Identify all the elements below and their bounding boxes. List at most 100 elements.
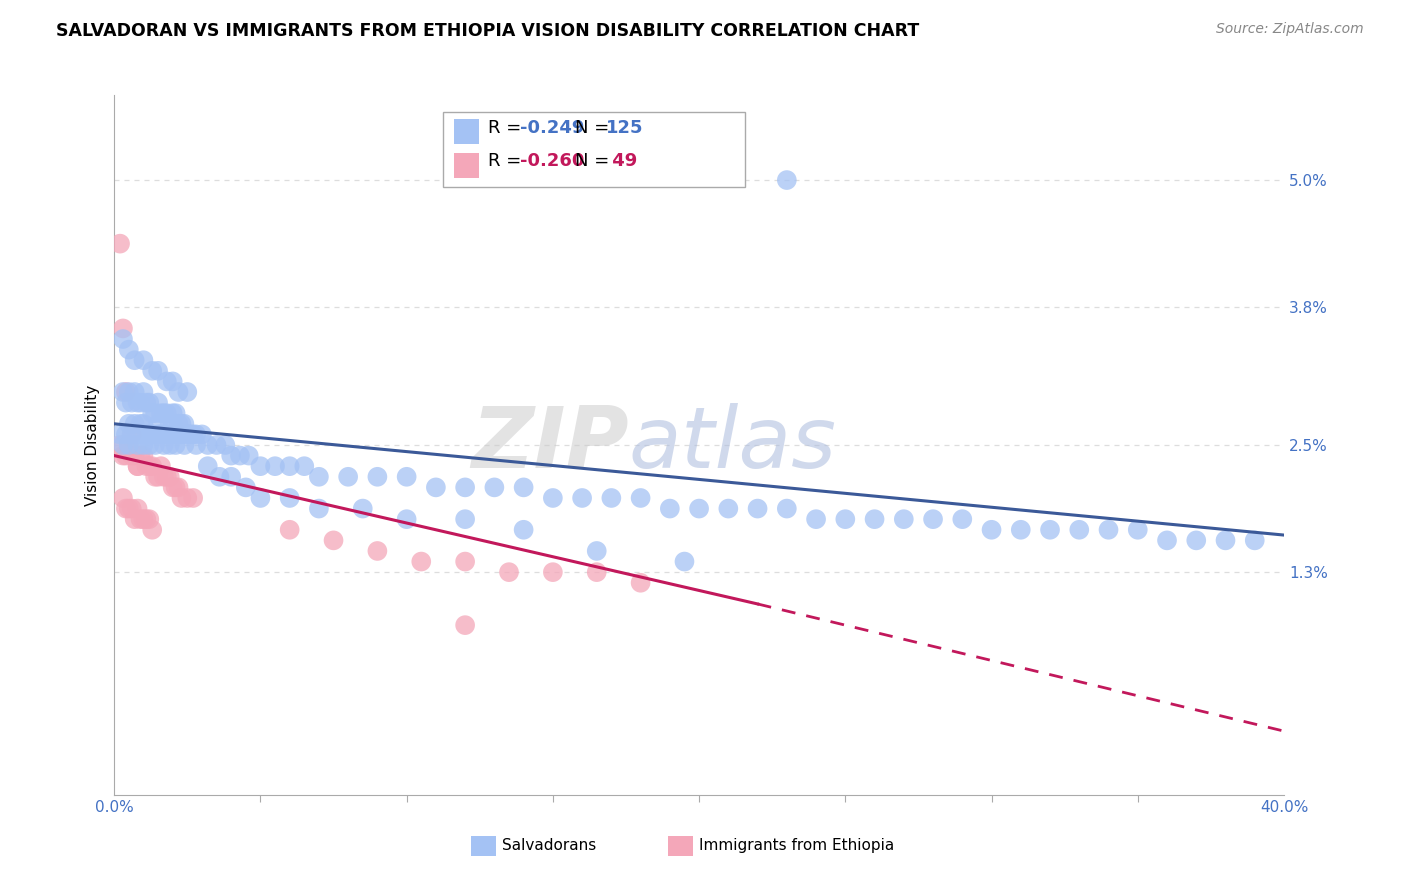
Point xyxy=(143,406,166,420)
Text: -0.249: -0.249 xyxy=(520,119,585,136)
Point xyxy=(146,470,169,484)
Point xyxy=(219,470,242,484)
Point xyxy=(950,512,973,526)
Point xyxy=(337,470,360,484)
Point xyxy=(115,384,138,399)
Point xyxy=(108,236,131,251)
Point xyxy=(352,501,374,516)
Point xyxy=(776,173,799,187)
Point xyxy=(132,353,155,368)
Point xyxy=(141,459,163,474)
Point xyxy=(630,575,652,590)
Point xyxy=(156,406,179,420)
Point xyxy=(135,395,157,409)
Point xyxy=(162,375,184,389)
Point xyxy=(454,512,477,526)
Point xyxy=(1010,523,1032,537)
Point xyxy=(454,555,477,569)
Point xyxy=(308,470,330,484)
Text: 125: 125 xyxy=(606,119,644,136)
Point xyxy=(165,438,187,452)
Point xyxy=(162,427,184,442)
Point xyxy=(132,512,155,526)
Point xyxy=(1039,523,1062,537)
Point xyxy=(118,384,141,399)
Text: 49: 49 xyxy=(606,153,637,170)
Point xyxy=(197,438,219,452)
Point xyxy=(173,438,195,452)
Point xyxy=(179,427,201,442)
Point xyxy=(121,427,143,442)
Point xyxy=(454,618,477,632)
Point xyxy=(184,438,207,452)
Point xyxy=(141,427,163,442)
Point xyxy=(111,491,134,505)
Point xyxy=(170,491,193,505)
Point xyxy=(170,427,193,442)
Point xyxy=(111,332,134,346)
Point xyxy=(108,427,131,442)
Point xyxy=(893,512,915,526)
Point xyxy=(149,459,172,474)
Point xyxy=(118,417,141,431)
Point xyxy=(264,459,287,474)
Point xyxy=(1215,533,1237,548)
Point xyxy=(162,417,184,431)
Point xyxy=(111,449,134,463)
Point xyxy=(278,523,301,537)
Point xyxy=(167,384,190,399)
Text: atlas: atlas xyxy=(628,403,837,486)
Point xyxy=(138,427,160,442)
Point xyxy=(118,501,141,516)
Point xyxy=(124,417,146,431)
Point xyxy=(124,353,146,368)
Point xyxy=(129,417,152,431)
Point xyxy=(138,395,160,409)
Text: Source: ZipAtlas.com: Source: ZipAtlas.com xyxy=(1216,22,1364,37)
Text: R =: R = xyxy=(488,119,527,136)
Point xyxy=(115,427,138,442)
Point xyxy=(1243,533,1265,548)
Point xyxy=(191,427,214,442)
Text: Immigrants from Ethiopia: Immigrants from Ethiopia xyxy=(699,838,894,853)
Point xyxy=(411,555,433,569)
Point xyxy=(176,384,198,399)
Point xyxy=(124,384,146,399)
Point xyxy=(278,459,301,474)
Point xyxy=(156,470,179,484)
Point xyxy=(132,384,155,399)
Point xyxy=(118,343,141,357)
Text: -0.260: -0.260 xyxy=(520,153,585,170)
Point xyxy=(121,395,143,409)
Point xyxy=(249,459,271,474)
Point xyxy=(132,417,155,431)
Point xyxy=(143,470,166,484)
Point xyxy=(170,417,193,431)
Point xyxy=(146,417,169,431)
Point xyxy=(127,395,149,409)
Point xyxy=(149,406,172,420)
Point xyxy=(541,565,564,579)
Point xyxy=(153,438,176,452)
Text: SALVADORAN VS IMMIGRANTS FROM ETHIOPIA VISION DISABILITY CORRELATION CHART: SALVADORAN VS IMMIGRANTS FROM ETHIOPIA V… xyxy=(56,22,920,40)
Point xyxy=(111,438,134,452)
Point xyxy=(153,406,176,420)
Point xyxy=(135,427,157,442)
Point xyxy=(167,480,190,494)
Point xyxy=(541,491,564,505)
Point xyxy=(111,384,134,399)
Point xyxy=(156,375,179,389)
Point xyxy=(980,523,1002,537)
Point xyxy=(184,427,207,442)
Point xyxy=(162,406,184,420)
Point xyxy=(146,427,169,442)
Point xyxy=(121,501,143,516)
Point xyxy=(688,501,710,516)
Point xyxy=(1156,533,1178,548)
Point xyxy=(149,427,172,442)
Point xyxy=(111,321,134,335)
Point xyxy=(292,459,315,474)
Point xyxy=(127,501,149,516)
Point xyxy=(141,364,163,378)
Point xyxy=(585,544,607,558)
